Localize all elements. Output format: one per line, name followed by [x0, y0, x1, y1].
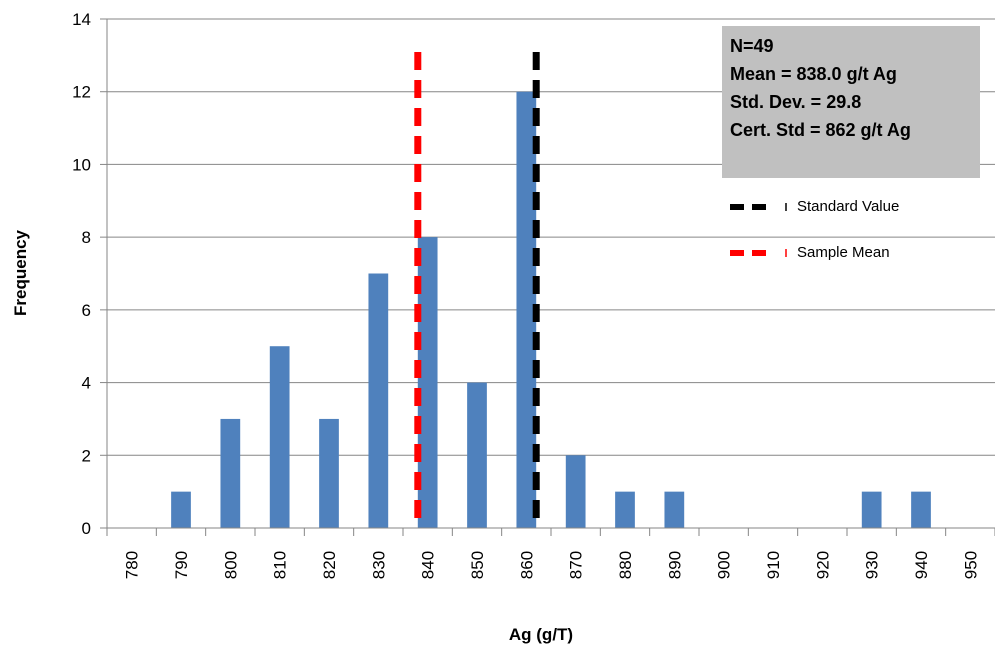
stats-box-background: [722, 26, 980, 178]
x-tick-label: 870: [567, 551, 586, 579]
legend-label-standard-value: Standard Value: [797, 198, 899, 215]
x-tick-label: 910: [764, 551, 783, 579]
x-tick-label: 840: [419, 551, 438, 579]
stats-line-n: N=49: [730, 36, 774, 56]
bar-930: [861, 491, 882, 528]
bar-830: [368, 273, 389, 528]
x-tick-label: 930: [863, 551, 882, 579]
bars: [171, 91, 931, 528]
bar-810: [269, 346, 290, 528]
reference-lines: [414, 52, 540, 528]
x-tick-label: 950: [961, 551, 980, 579]
bar-880: [615, 491, 635, 528]
x-tick-label: 920: [813, 551, 832, 579]
x-tick-labels: 780 790 800 810 820 830 840 850 860 870 880 890 900 9…: [123, 551, 981, 579]
gridlines: [107, 18, 995, 456]
x-tick-label: 860: [517, 551, 536, 579]
x-tick-label: 800: [221, 551, 240, 579]
x-tick-label: 880: [616, 551, 635, 579]
y-tick-labels: 0 2 4 6 8 10 12 14: [72, 10, 91, 538]
x-tick-label: 810: [271, 551, 290, 579]
x-axis-title: Ag (g/T): [509, 625, 573, 644]
stats-line-mean: Mean = 838.0 g/t Ag: [730, 64, 897, 84]
legend: Standard Value Sample Mean: [730, 198, 899, 261]
stats-box: N=49 Mean = 838.0 g/t Ag Std. Dev. = 29.…: [722, 26, 980, 178]
x-tick-label: 780: [123, 551, 142, 579]
y-tick-label: 12: [72, 83, 91, 102]
bar-860: [516, 91, 537, 528]
x-tick-label: 900: [715, 551, 734, 579]
legend-label-sample-mean: Sample Mean: [797, 244, 890, 261]
y-tick-label: 8: [82, 228, 91, 247]
bar-790: [171, 491, 191, 528]
bar-820: [319, 418, 339, 528]
x-tick-label: 830: [369, 551, 388, 579]
bar-870: [565, 455, 586, 528]
bar-800: [220, 418, 241, 528]
x-tick-label: 890: [665, 551, 684, 579]
bar-940: [911, 491, 931, 528]
y-tick-label: 4: [82, 374, 91, 393]
y-axis-title: Frequency: [11, 229, 30, 316]
bar-840: [417, 237, 438, 528]
bar-890: [664, 491, 685, 528]
x-tick-label: 850: [468, 551, 487, 579]
x-tick-label: 820: [320, 551, 339, 579]
bar-850: [467, 382, 487, 528]
y-tick-label: 6: [82, 301, 91, 320]
x-tick-label: 940: [912, 551, 931, 579]
stats-line-cert-std: Cert. Std = 862 g/t Ag: [730, 120, 911, 140]
x-tick-label: 790: [172, 551, 191, 579]
y-tick-label: 0: [82, 519, 91, 538]
y-tick-label: 10: [72, 155, 91, 174]
y-tick-label: 14: [72, 10, 91, 29]
axes: [100, 18, 995, 536]
stats-line-std-dev: Std. Dev. = 29.8: [730, 92, 861, 112]
y-tick-label: 2: [82, 446, 91, 465]
